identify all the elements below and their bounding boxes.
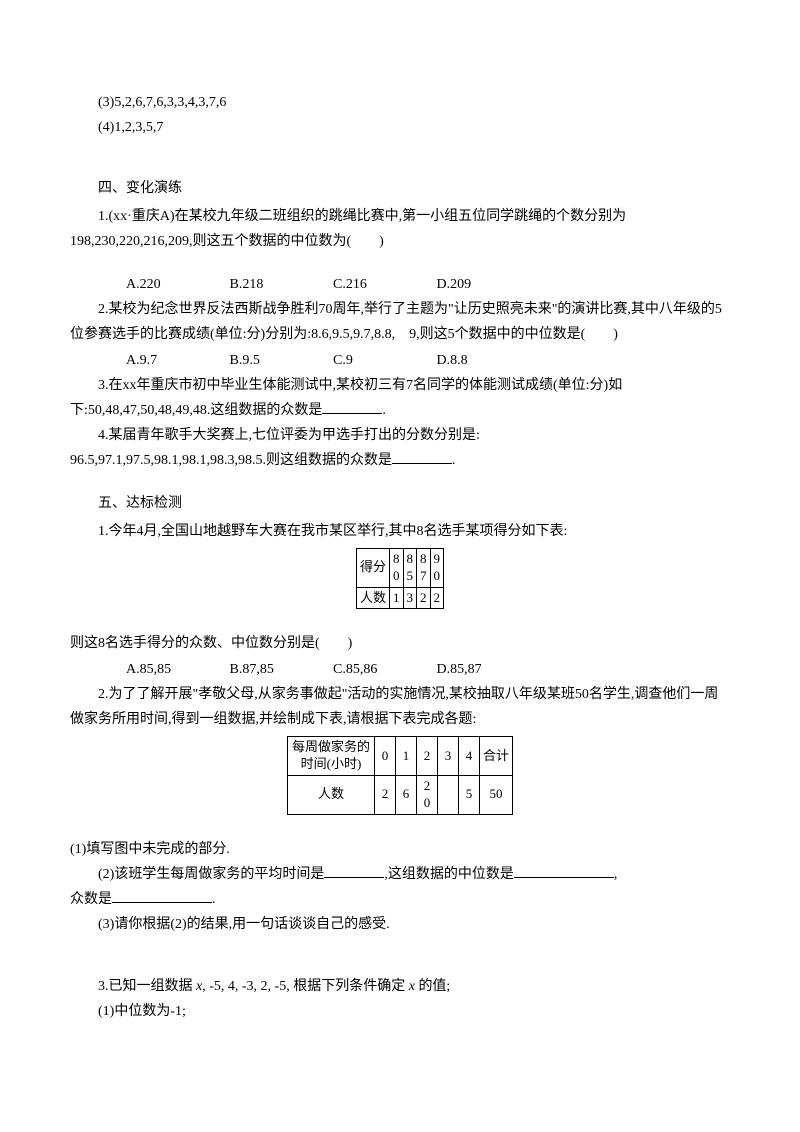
sec5-q2-sub3: (3)请你根据(2)的结果,用一句话谈谈自己的感受.: [70, 912, 730, 937]
cell: 20: [416, 776, 437, 815]
text: (2)该班学生每周做家务的平均时间是: [98, 867, 324, 882]
opt-b: B.87,85: [202, 657, 302, 682]
cell: 2: [374, 776, 395, 815]
text: ,: [614, 867, 618, 882]
d: 8: [407, 551, 414, 566]
d: 0: [434, 568, 441, 583]
sec5-q2: 2.为了了解开展"孝敬父母,从家务事做起"活动的实施情况,某校抽取八年级某班50…: [70, 682, 730, 732]
opt-a: A.85,85: [98, 657, 198, 682]
cell: 85: [403, 548, 417, 587]
cell: 2: [417, 587, 431, 609]
sec4-q4-line2: 96.5,97.1,97.5,98.1,98.1,98.3,98.5.则这组数据…: [70, 448, 730, 473]
d: 5: [407, 568, 414, 583]
opt-b: B.218: [202, 272, 302, 297]
table-row: 每周做家务的时间(小时) 0 1 2 3 4 合计: [287, 737, 512, 776]
d: 2: [424, 778, 431, 793]
d: 0: [393, 568, 400, 583]
sec4-q1: 1.(xx·重庆A)在某校九年级二班组织的跳绳比赛中,第一小组五位同学跳绳的个数…: [70, 204, 730, 254]
cell: 80: [390, 548, 404, 587]
opt-d: D.8.8: [409, 348, 509, 373]
text: .: [212, 892, 216, 907]
item-4: (4)1,2,3,5,7: [70, 115, 730, 140]
blank: [324, 863, 384, 878]
blank: [514, 863, 614, 878]
blank: [322, 399, 382, 414]
d: 8: [420, 551, 427, 566]
opt-d: D.85,87: [409, 657, 509, 682]
sec4-q4-data: 96.5,97.1,97.5,98.1,98.1,98.3,98.5.则这组数据…: [70, 453, 392, 468]
row-header: 人数: [356, 587, 389, 609]
cell: [437, 776, 458, 815]
opt-c: C.85,86: [305, 657, 405, 682]
section-5-title: 五、达标检测: [70, 491, 730, 516]
cell: 3: [403, 587, 417, 609]
chore-table: 每周做家务的时间(小时) 0 1 2 3 4 合计 人数 2 6 20 5 50: [287, 736, 513, 815]
text: 3.已知一组数据: [98, 979, 196, 994]
row-header: 得分: [356, 548, 389, 587]
table-row: 得分 80 85 87 90: [356, 548, 443, 587]
sec4-q4-line1: 4.某届青年歌手大奖赛上,七位评委为甲选手打出的分数分别是:: [70, 423, 730, 448]
score-table: 得分 80 85 87 90 人数 1 3 2 2: [356, 548, 444, 610]
item-3: (3)5,2,6,7,6,3,3,4,3,7,6: [70, 90, 730, 115]
blank: [112, 888, 212, 903]
document-page: (3)5,2,6,7,6,3,3,4,3,7,6 (4)1,2,3,5,7 四、…: [0, 0, 800, 1064]
cell: 87: [417, 548, 431, 587]
sec5-q3-sub1: (1)中位数为-1;: [70, 999, 730, 1024]
period: .: [382, 403, 386, 418]
text: 的值;: [415, 979, 450, 994]
table-row: 人数 2 6 20 5 50: [287, 776, 512, 815]
sec5-q2-sub1: (1)填写图中未完成的部分.: [70, 837, 730, 862]
sec5-q3: 3.已知一组数据 x, -5, 4, -3, 2, -5, 根据下列条件确定 x…: [70, 974, 730, 999]
cell: 90: [430, 548, 444, 587]
d: 9: [434, 551, 441, 566]
section-4-title: 四、变化演练: [70, 176, 730, 201]
opt-a: A.9.7: [98, 348, 198, 373]
cell: 6: [395, 776, 416, 815]
sec4-q2-options: A.9.7 B.9.5 C.9 D.8.8: [70, 348, 730, 373]
opt-c: C.9: [305, 348, 405, 373]
sec4-q1-options: A.220 B.218 C.216 D.209: [70, 272, 730, 297]
text: ,这组数据的中位数是: [384, 867, 514, 882]
sec5-q2-sub2: (2)该班学生每周做家务的平均时间是 ,这组数据的中位数是,: [70, 862, 730, 887]
cell: 合计: [479, 737, 512, 776]
d: 0: [424, 795, 431, 810]
sec5-q2-sub2b: 众数是.: [70, 887, 730, 912]
d: 7: [420, 568, 427, 583]
sec5-q1-options: A.85,85 B.87,85 C.85,86 D.85,87: [70, 657, 730, 682]
cell: 1: [390, 587, 404, 609]
text: 众数是: [70, 892, 112, 907]
row-header: 每周做家务的时间(小时): [287, 737, 374, 776]
d: 8: [393, 551, 400, 566]
sec4-q2: 2.某校为纪念世界反法西斯战争胜利70周年,举行了主题为"让历史照亮未来"的演讲…: [70, 297, 730, 347]
table-row: 人数 1 3 2 2: [356, 587, 443, 609]
cell: 50: [479, 776, 512, 815]
cell: 1: [395, 737, 416, 776]
cell: 2: [416, 737, 437, 776]
sec5-q1: 1.今年4月,全国山地越野车大赛在我市某区举行,其中8名选手某项得分如下表:: [70, 519, 730, 544]
row-header: 人数: [287, 776, 374, 815]
sec5-q1-post: 则这8名选手得分的众数、中位数分别是( ): [70, 631, 730, 656]
opt-b: B.9.5: [202, 348, 302, 373]
cell: 3: [437, 737, 458, 776]
cell: 4: [458, 737, 479, 776]
opt-a: A.220: [98, 272, 198, 297]
cell: 5: [458, 776, 479, 815]
text: , -5, 4, -3, 2, -5, 根据下列条件确定: [202, 979, 409, 994]
blank: [392, 449, 452, 464]
opt-c: C.216: [305, 272, 405, 297]
cell: 2: [430, 587, 444, 609]
cell: 0: [374, 737, 395, 776]
period: .: [452, 453, 456, 468]
sec4-q3: 3.在xx年重庆市初中毕业生体能测试中,某校初三有7名同学的体能测试成绩(单位:…: [70, 373, 730, 423]
opt-d: D.209: [409, 272, 509, 297]
